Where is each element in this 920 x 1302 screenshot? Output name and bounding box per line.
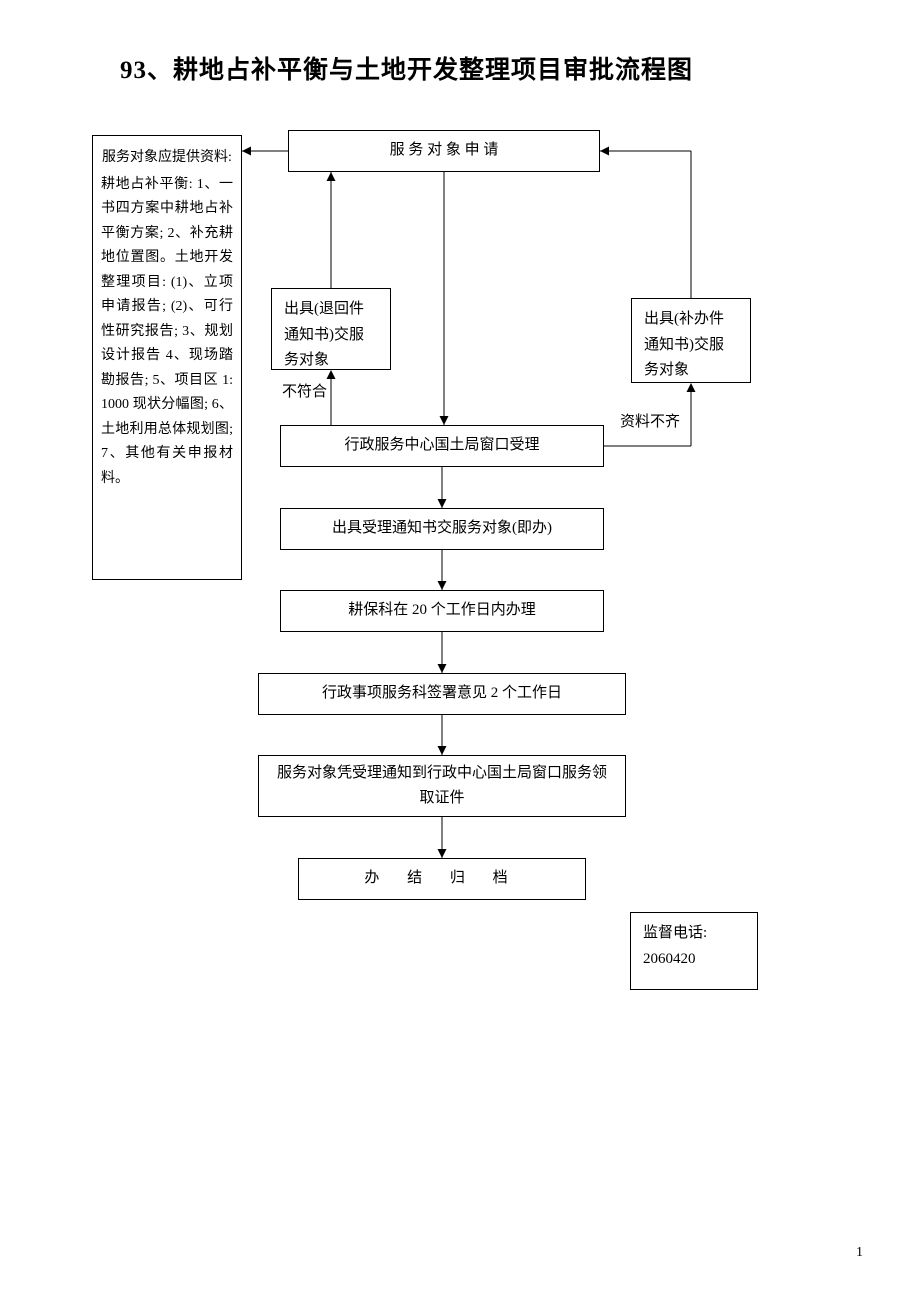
flow-connectors bbox=[0, 0, 920, 1302]
